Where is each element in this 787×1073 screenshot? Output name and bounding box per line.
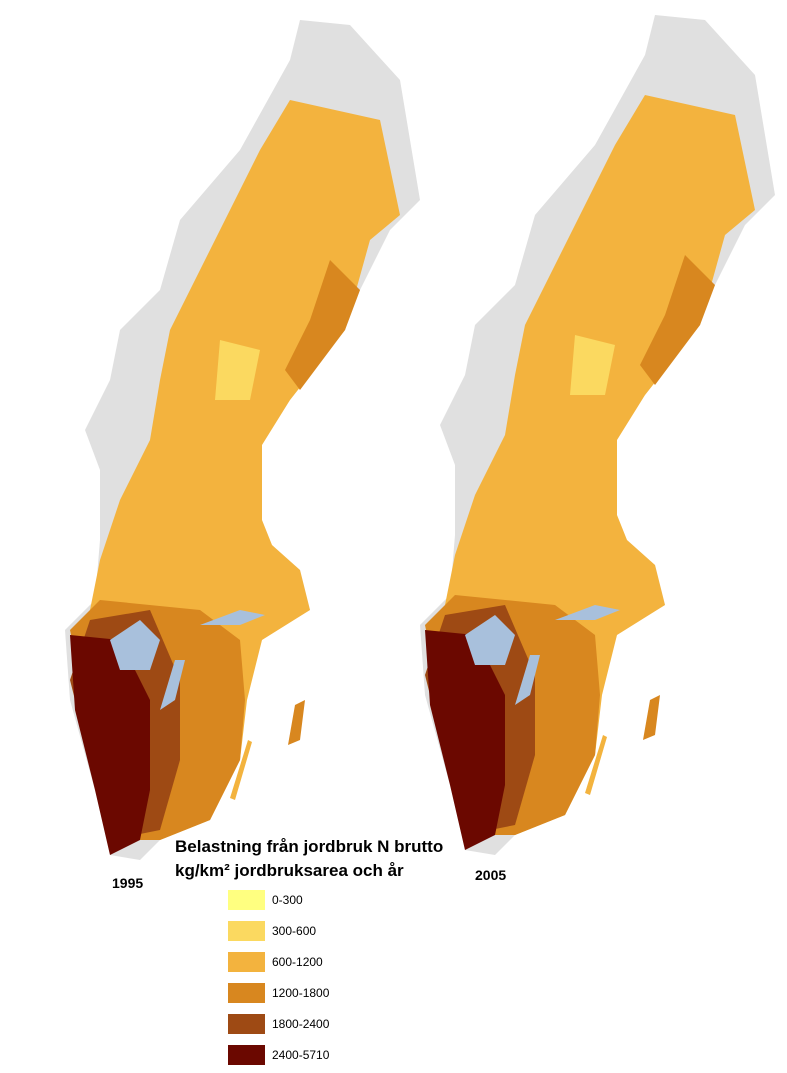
map-sweden <box>65 20 420 860</box>
legend-swatch <box>228 952 265 972</box>
lake <box>465 615 515 665</box>
legend-label: 1200-1800 <box>272 986 330 1000</box>
lake <box>515 655 540 705</box>
legend-label: 0-300 <box>272 893 303 907</box>
zone-upper <box>640 255 715 385</box>
legend-title: kg/km² jordbruksarea och år <box>175 861 404 880</box>
island <box>230 740 252 800</box>
legend-swatch <box>228 1045 265 1065</box>
legend-label: 1800-2400 <box>272 1017 330 1031</box>
legend-swatch <box>228 890 265 910</box>
zone-light <box>215 340 260 400</box>
island <box>585 735 607 795</box>
zone-light <box>570 335 615 395</box>
map-sweden <box>420 15 775 855</box>
legend: 0-300 300-600 600-1200 1200-1800 1800-2400 24… <box>228 890 330 1065</box>
zone-upper <box>285 260 360 390</box>
legend-label: 2400-5710 <box>272 1048 330 1062</box>
legend-swatch <box>228 921 265 941</box>
legend-swatch <box>228 983 265 1003</box>
legend-label: 300-600 <box>272 924 316 938</box>
lake <box>200 610 265 625</box>
lake <box>555 605 620 620</box>
legend-label: 600-1200 <box>272 955 323 969</box>
legend-swatch <box>228 1014 265 1034</box>
island <box>288 700 305 745</box>
legend-title: Belastning från jordbruk N brutto <box>175 837 443 856</box>
lake <box>160 660 185 710</box>
lake <box>110 620 160 670</box>
zone-darkest <box>425 630 505 850</box>
island <box>643 695 660 740</box>
year-label: 2005 <box>475 867 506 883</box>
year-label: 1995 <box>112 875 143 891</box>
zone-darkest <box>70 635 150 855</box>
